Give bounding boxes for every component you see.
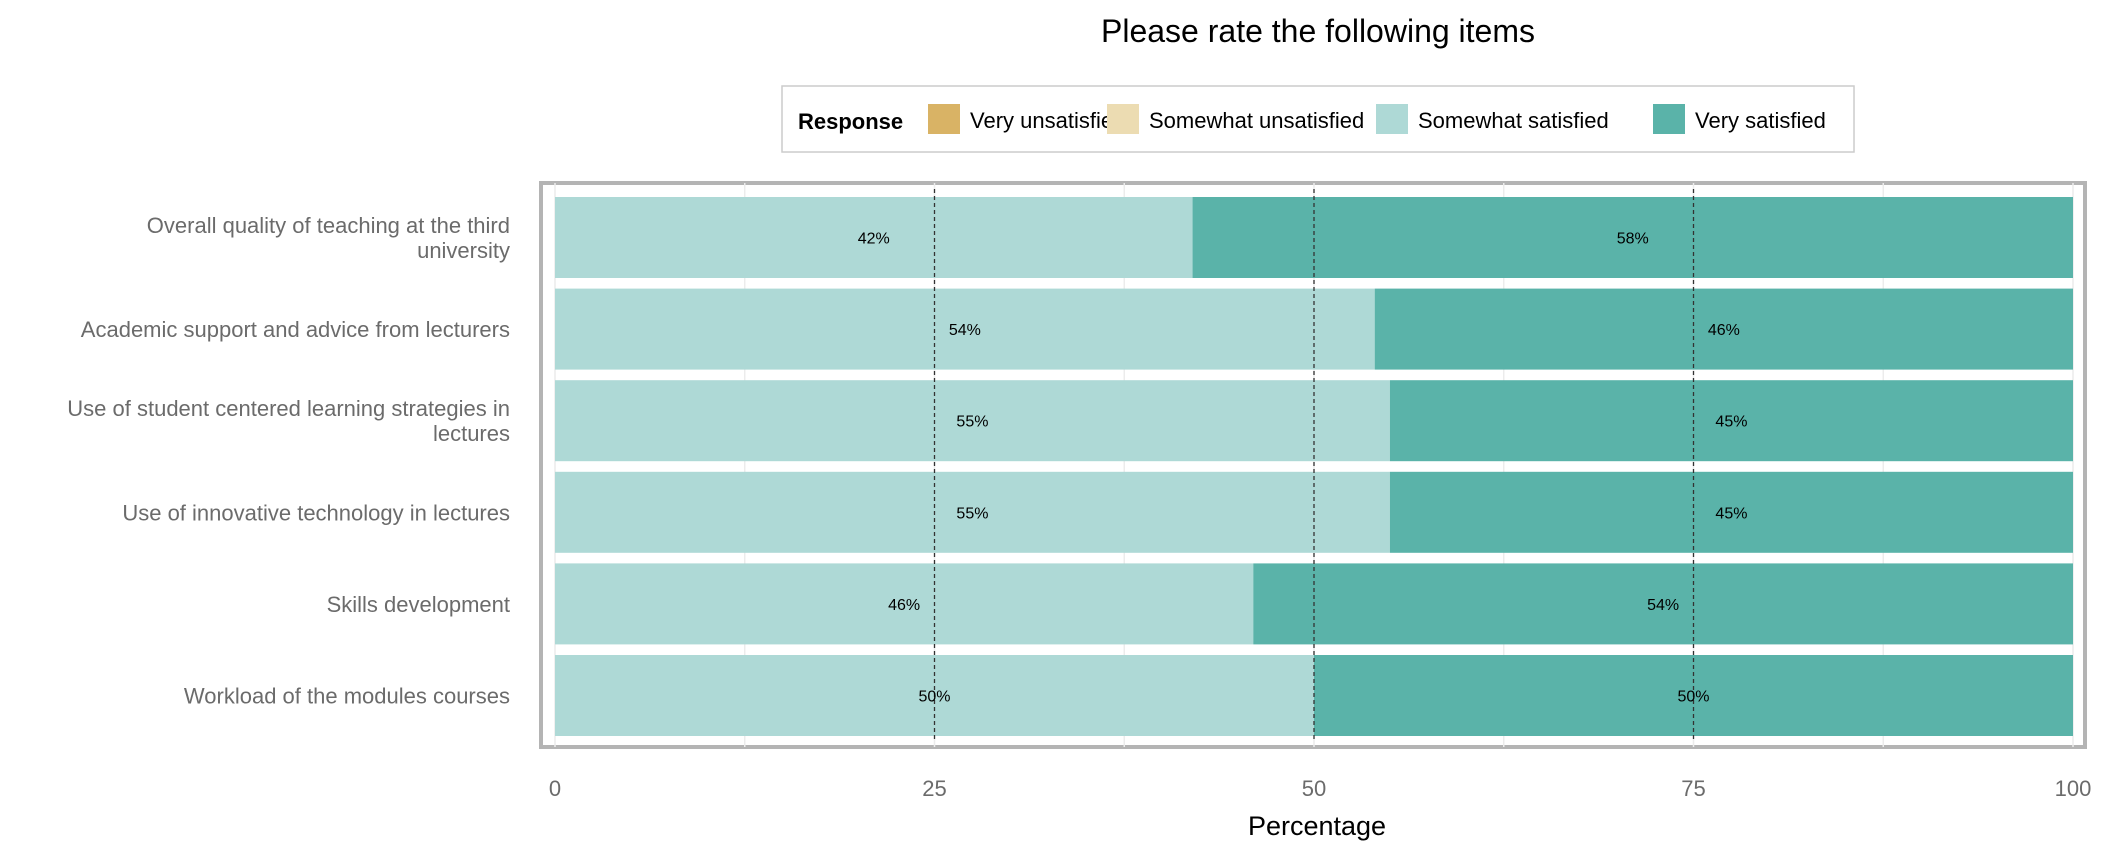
x-tick-label: 0	[549, 776, 561, 801]
x-tick-label: 25	[922, 776, 946, 801]
legend: Response Very unsatisfied Somewhat unsati…	[781, 85, 1855, 153]
category-label: Skills development	[327, 592, 510, 617]
bar-somewhat-satisfied	[555, 471, 1390, 553]
legend-label: Very satisfied	[1695, 108, 1826, 133]
category-label: Workload of the modules courses	[184, 684, 510, 709]
legend-label: Somewhat unsatisfied	[1149, 108, 1364, 133]
bar-very-satisfied	[1192, 197, 2073, 278]
bar-somewhat-satisfied	[555, 288, 1375, 370]
legend-label: Somewhat satisfied	[1418, 108, 1609, 133]
chart-title: Please rate the following items	[1101, 13, 1535, 49]
category-label: Use of student centered learning strateg…	[67, 396, 510, 446]
data-labels: 42% 58% 54% 46% 55% 45% 55% 45% 46% 54% 50% 50%	[858, 231, 1748, 706]
legend-swatch	[1376, 104, 1408, 134]
bar-very-satisfied	[1389, 471, 2073, 553]
data-label: 55%	[956, 505, 988, 522]
legend-items: Very unsatisfied Somewhat unsatisfied Some…	[928, 104, 1826, 134]
bar-somewhat-satisfied	[555, 563, 1254, 645]
legend-swatch	[1107, 104, 1139, 134]
data-label: 45%	[1715, 414, 1747, 431]
data-label: 45%	[1715, 505, 1747, 522]
data-label: 50%	[1677, 689, 1709, 706]
category-label: Use of innovative technology in lectures	[122, 500, 510, 525]
bar-somewhat-satisfied	[555, 380, 1390, 462]
legend-swatch	[928, 104, 960, 134]
bar-very-satisfied	[1374, 288, 2073, 370]
data-label: 54%	[1647, 597, 1679, 614]
bars	[555, 197, 2073, 736]
bar-somewhat-satisfied	[555, 197, 1193, 278]
x-axis-title: Percentage	[1248, 811, 1386, 841]
x-tick-label: 75	[1681, 776, 1705, 801]
x-tick-label: 50	[1302, 776, 1326, 801]
data-label: 54%	[949, 322, 981, 339]
data-label: 55%	[956, 414, 988, 431]
x-tick-label: 100	[2055, 776, 2092, 801]
data-label: 50%	[918, 689, 950, 706]
legend-title: Response	[798, 109, 903, 134]
data-label: 58%	[1617, 231, 1649, 248]
category-label: Academic support and advice from lecture…	[81, 317, 510, 342]
bar-very-satisfied	[1389, 380, 2073, 462]
data-label: 46%	[888, 597, 920, 614]
bar-very-satisfied	[1253, 563, 2073, 645]
x-axis-ticks: 0 25 50 75 100	[549, 776, 2091, 801]
legend-label: Very unsatisfied	[970, 108, 1125, 133]
data-label: 46%	[1708, 322, 1740, 339]
category-label: Overall quality of teaching at the third…	[147, 213, 510, 263]
reference-lines	[933, 189, 1695, 741]
data-label: 42%	[858, 231, 890, 248]
category-labels: Overall quality of teaching at the third…	[67, 213, 510, 709]
legend-swatch	[1653, 104, 1685, 134]
